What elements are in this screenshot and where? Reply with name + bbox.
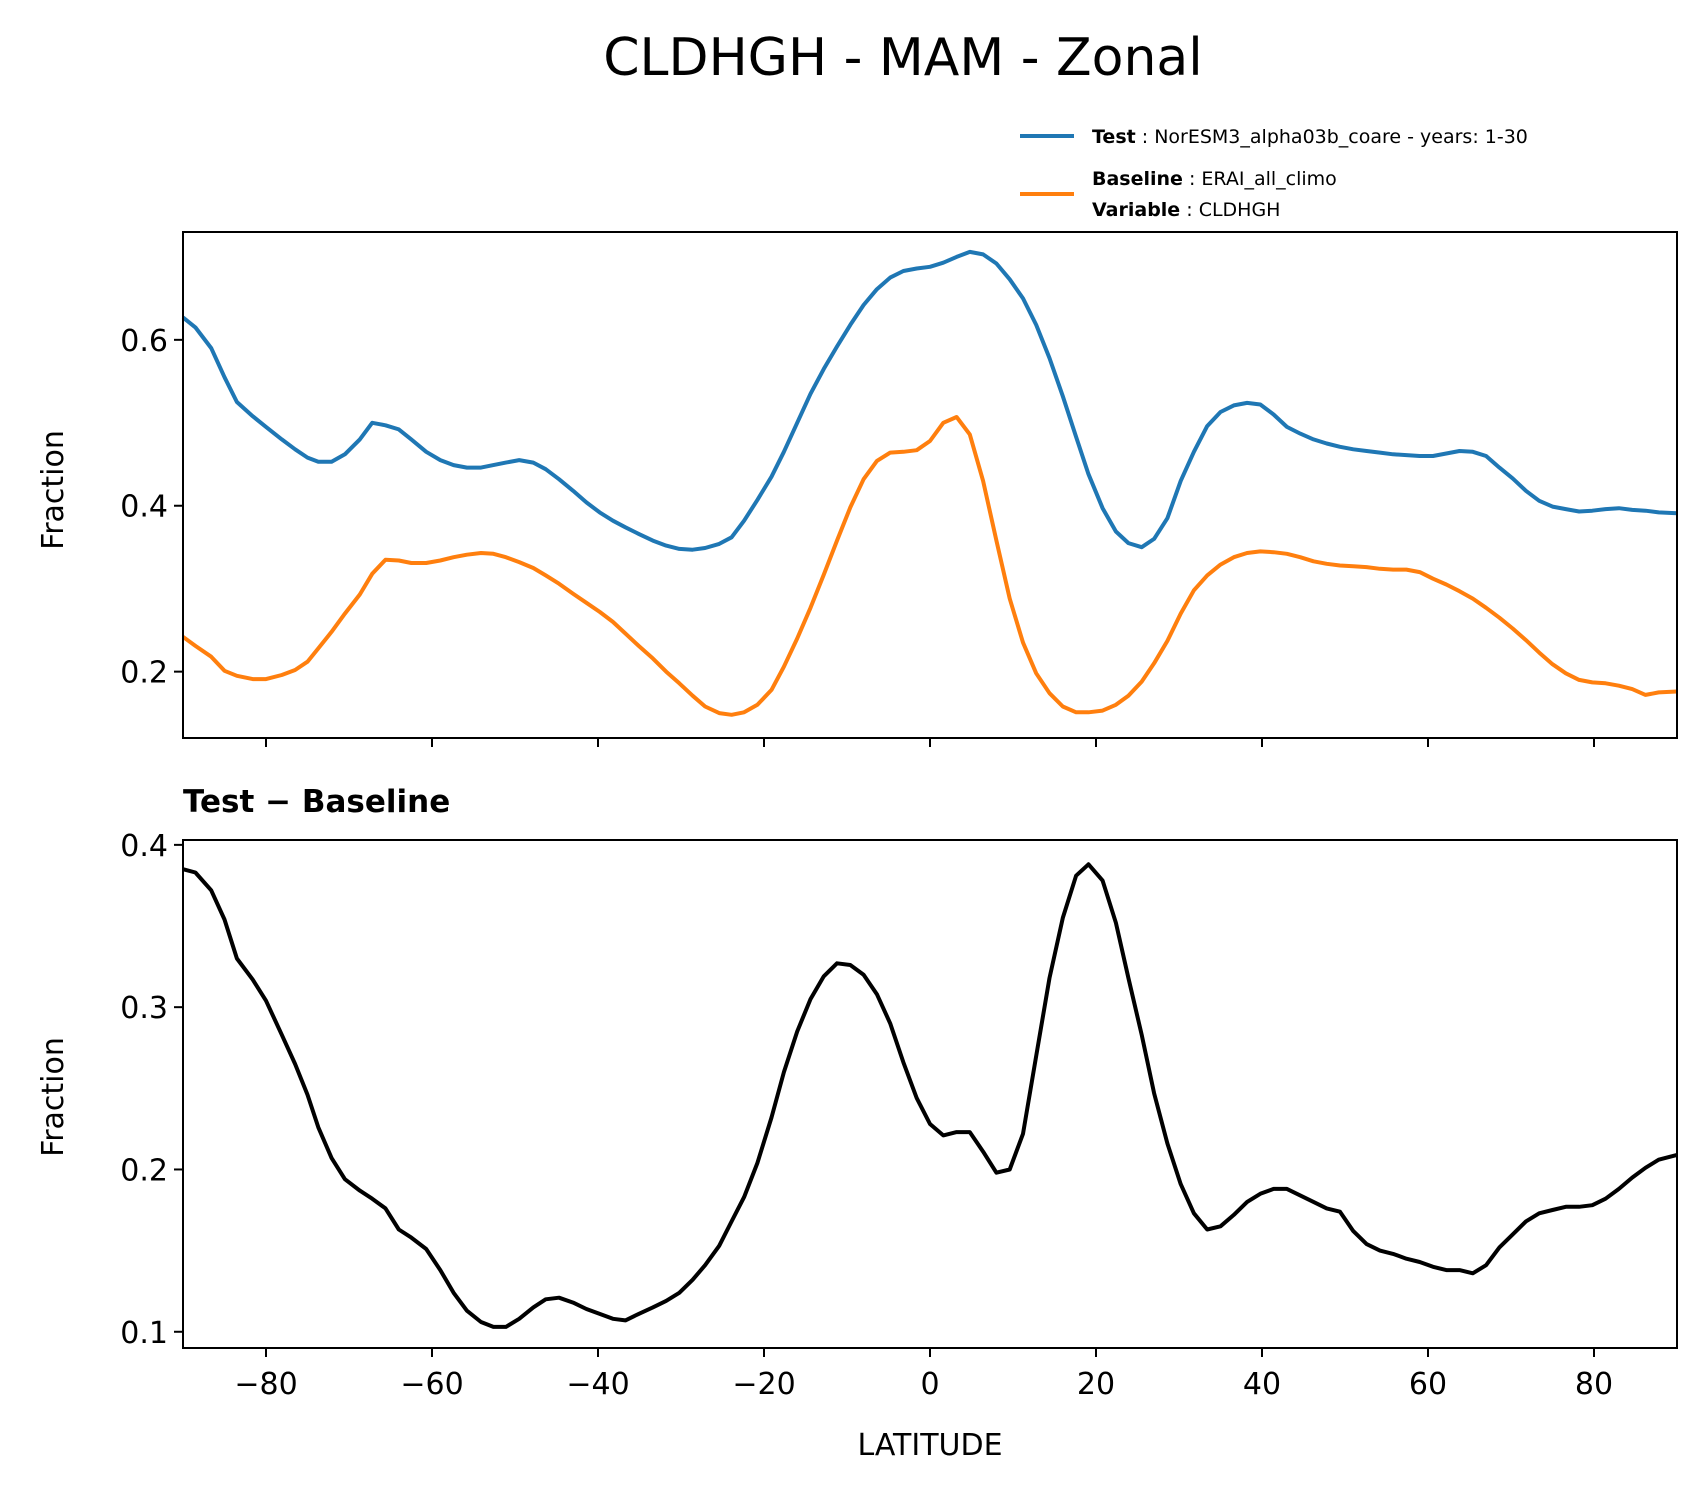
bottom-y-ticks: 0.1 0.2 0.3 0.4 — [120, 829, 183, 1351]
bottom-x-tick-label: −20 — [732, 1367, 795, 1402]
legend-baseline-label: Baseline — [1092, 168, 1183, 190]
legend-entry-test: Test : NorESM3_alpha03b_coare - years: 1… — [1092, 126, 1528, 148]
legend-variable-sep: : — [1180, 199, 1198, 221]
top-y-tick-label: 0.4 — [120, 490, 168, 525]
bottom-x-tick-label: 20 — [1077, 1367, 1115, 1402]
bottom-x-tick-label: 80 — [1575, 1367, 1613, 1402]
bottom-x-tick-label: −60 — [400, 1367, 463, 1402]
legend-test-sep: : — [1136, 126, 1154, 148]
bottom-x-tick-label: 0 — [920, 1367, 939, 1402]
bottom-y-tick-label: 0.3 — [120, 991, 168, 1026]
top-y-axis-label: Fraction — [36, 430, 71, 550]
top-y-ticks: 0.2 0.4 0.6 — [120, 324, 183, 691]
top-panel: 0.2 0.4 0.6 Fraction — [36, 231, 1678, 747]
x-axis-label: LATITUDE — [857, 1428, 1002, 1463]
legend-baseline-value: ERAI_all_climo — [1201, 168, 1336, 190]
bottom-y-axis-label: Fraction — [36, 1037, 71, 1157]
bottom-x-tick-label: 60 — [1409, 1367, 1447, 1402]
bottom-x-tick-label: −40 — [566, 1367, 629, 1402]
top-series-line-test — [181, 249, 1678, 552]
legend-entry-variable: Variable : CLDHGH — [1092, 199, 1280, 221]
legend: Test : NorESM3_alpha03b_coare - years: 1… — [1020, 126, 1528, 221]
top-y-tick-label: 0.2 — [120, 656, 168, 691]
chart-title: CLDHGH - MAM - Zonal — [603, 28, 1202, 88]
legend-variable-value: CLDHGH — [1199, 199, 1281, 221]
bottom-x-ticks: −80 −60 −40 −20 0 20 40 60 80 — [234, 1348, 1613, 1402]
bottom-panel-title: Test − Baseline — [183, 784, 450, 820]
bottom-series-line-test-baseline — [182, 862, 1678, 1329]
bottom-x-tick-label: −80 — [234, 1367, 297, 1402]
bottom-y-tick-label: 0.1 — [120, 1316, 168, 1351]
top-series-line-baseline — [181, 415, 1678, 717]
top-x-ticks — [265, 738, 1595, 747]
bottom-series-group — [182, 862, 1678, 1329]
legend-test-value: NorESM3_alpha03b_coare - years: 1-30 — [1154, 126, 1528, 148]
legend-entry-baseline: Baseline : ERAI_all_climo — [1092, 168, 1337, 190]
bottom-y-tick-label: 0.4 — [120, 829, 168, 864]
bottom-plot-frame — [182, 839, 1678, 1349]
legend-test-label: Test — [1092, 126, 1136, 148]
legend-baseline-sep: : — [1183, 168, 1201, 190]
top-series-group — [181, 249, 1678, 717]
top-y-tick-label: 0.6 — [120, 324, 168, 359]
bottom-panel: Test − Baseline 0.1 0.2 0.3 0.4 −80 −60 −40 −2… — [36, 784, 1678, 1463]
legend-variable-label: Variable — [1092, 199, 1180, 221]
bottom-x-tick-label: 40 — [1243, 1367, 1281, 1402]
bottom-y-tick-label: 0.2 — [120, 1153, 168, 1188]
top-plot-frame — [182, 231, 1678, 739]
